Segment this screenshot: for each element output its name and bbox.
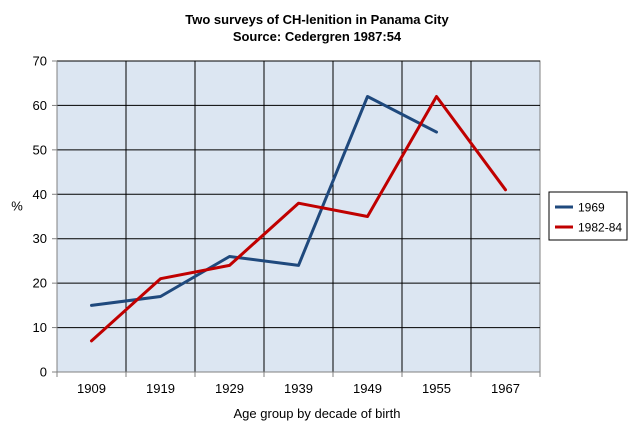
y-tick-label: 60 <box>33 98 47 113</box>
legend-box <box>548 191 628 241</box>
y-tick-label: 40 <box>33 187 47 202</box>
y-tick-label: 20 <box>33 276 47 291</box>
x-tick-label: 1919 <box>146 381 175 396</box>
legend-label: 1982-84 <box>578 221 622 235</box>
x-tick-label: 1955 <box>422 381 451 396</box>
x-tick-label: 1909 <box>77 381 106 396</box>
legend-label: 1969 <box>578 201 605 215</box>
y-tick-label: 70 <box>33 54 47 69</box>
y-axis-label: % <box>11 199 23 214</box>
x-tick-label: 1929 <box>215 381 244 396</box>
x-tick-label: 1967 <box>491 381 520 396</box>
y-tick-label: 0 <box>40 365 47 380</box>
y-tick-label: 10 <box>33 320 47 335</box>
chart-subtitle: Source: Cedergren 1987:54 <box>232 29 402 44</box>
y-tick-label: 50 <box>33 142 47 157</box>
x-axis-label: Age group by decade of birth <box>233 406 401 421</box>
chart-title: Two surveys of CH-lenition in Panama Cit… <box>185 12 449 27</box>
x-tick-label: 1949 <box>353 381 382 396</box>
x-tick-label: 1939 <box>284 381 313 396</box>
plot-area <box>56 60 541 373</box>
series-line-1 <box>90 95 507 343</box>
series-line-0 <box>90 95 438 307</box>
y-tick-label: 30 <box>33 231 47 246</box>
